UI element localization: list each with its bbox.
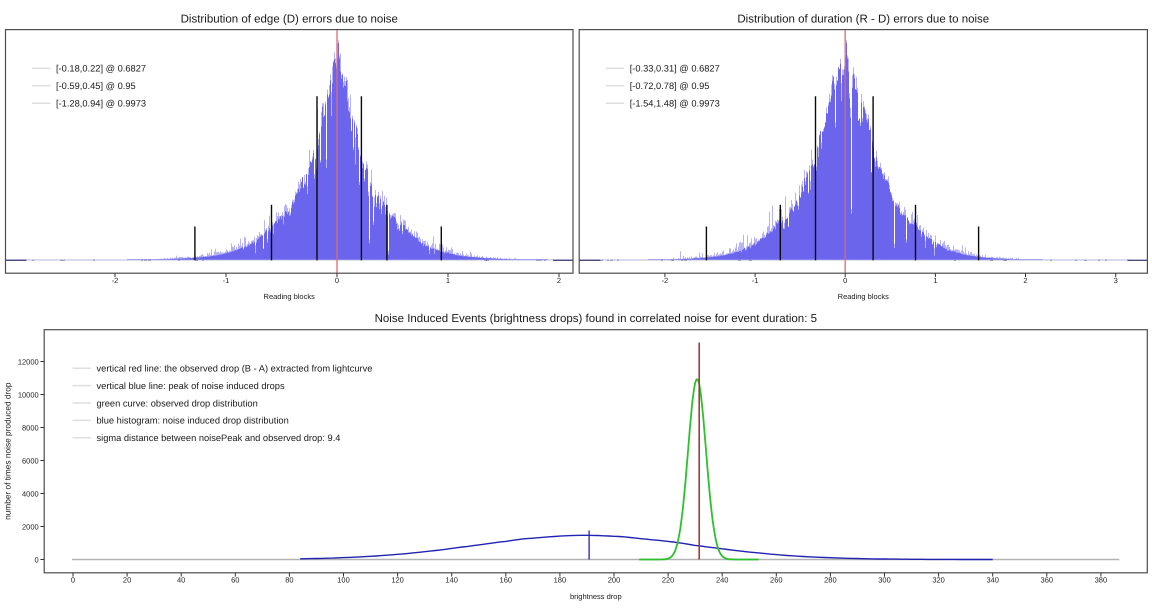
svg-text:[-0.18,0.22] @ 0.6827: [-0.18,0.22] @ 0.6827 [56, 64, 146, 74]
svg-text:[-0.72,0.78] @ 0.95: [-0.72,0.78] @ 0.95 [630, 81, 710, 91]
svg-text:2: 2 [557, 276, 561, 285]
svg-text:[-1.54,1.48] @ 0.9973: [-1.54,1.48] @ 0.9973 [630, 99, 720, 109]
svg-text:12000: 12000 [18, 358, 39, 367]
svg-text:[-1.28,0.94] @ 0.9973: [-1.28,0.94] @ 0.9973 [56, 99, 146, 109]
svg-text:80: 80 [285, 575, 293, 584]
svg-text:300: 300 [878, 575, 891, 584]
svg-text:green curve: observed drop dis: green curve: observed drop distribution [97, 398, 258, 408]
svg-text:0: 0 [71, 575, 75, 584]
svg-text:140: 140 [445, 575, 458, 584]
svg-text:blue histogram: noise induced: blue histogram: noise induced drop distr… [97, 416, 289, 426]
svg-text:4000: 4000 [22, 490, 39, 499]
svg-text:[-0.33,0.31] @ 0.6827: [-0.33,0.31] @ 0.6827 [630, 64, 720, 74]
svg-text:320: 320 [932, 575, 945, 584]
svg-text:Noise Induced Events (brightne: Noise Induced Events (brightness drops) … [375, 313, 817, 325]
svg-text:Reading blocks: Reading blocks [838, 292, 890, 301]
svg-text:260: 260 [770, 575, 783, 584]
svg-text:0: 0 [35, 556, 39, 565]
svg-text:vertical blue line: peak of no: vertical blue line: peak of noise induce… [97, 381, 285, 391]
svg-text:360: 360 [1041, 575, 1054, 584]
svg-text:3: 3 [1114, 276, 1118, 285]
svg-text:1: 1 [446, 276, 450, 285]
svg-text:6000: 6000 [22, 457, 39, 466]
svg-text:60: 60 [231, 575, 239, 584]
svg-text:Reading blocks: Reading blocks [264, 292, 316, 301]
svg-text:120: 120 [391, 575, 404, 584]
svg-text:340: 340 [986, 575, 999, 584]
svg-text:0: 0 [843, 276, 847, 285]
svg-text:2000: 2000 [22, 523, 39, 532]
svg-text:240: 240 [716, 575, 729, 584]
svg-text:brightness drop: brightness drop [570, 592, 622, 601]
svg-text:20: 20 [123, 575, 131, 584]
svg-text:[-0.59,0.45] @ 0.95: [-0.59,0.45] @ 0.95 [56, 81, 136, 91]
svg-text:vertical red line: the observe: vertical red line: the observed drop (B … [97, 364, 373, 374]
svg-text:0: 0 [335, 276, 339, 285]
svg-text:280: 280 [824, 575, 837, 584]
svg-text:8000: 8000 [22, 424, 39, 433]
svg-text:100: 100 [337, 575, 350, 584]
svg-text:Distribution of duration (R -: Distribution of duration (R - D) errors … [737, 13, 989, 25]
svg-text:number of times noise produced: number of times noise produced drop [3, 382, 13, 520]
svg-text:1: 1 [933, 276, 937, 285]
svg-text:180: 180 [554, 575, 567, 584]
svg-text:380: 380 [1095, 575, 1108, 584]
svg-text:-1: -1 [223, 276, 230, 285]
svg-text:160: 160 [500, 575, 513, 584]
svg-text:-1: -1 [752, 276, 759, 285]
svg-text:Distribution of edge (D) error: Distribution of edge (D) errors due to n… [181, 13, 398, 25]
svg-text:220: 220 [662, 575, 675, 584]
svg-text:sigma distance between noisePe: sigma distance between noisePeak and obs… [97, 433, 341, 443]
svg-text:200: 200 [608, 575, 621, 584]
svg-text:40: 40 [177, 575, 185, 584]
svg-text:10000: 10000 [18, 391, 39, 400]
svg-text:-2: -2 [662, 276, 669, 285]
svg-text:-2: -2 [112, 276, 119, 285]
svg-text:2: 2 [1023, 276, 1027, 285]
